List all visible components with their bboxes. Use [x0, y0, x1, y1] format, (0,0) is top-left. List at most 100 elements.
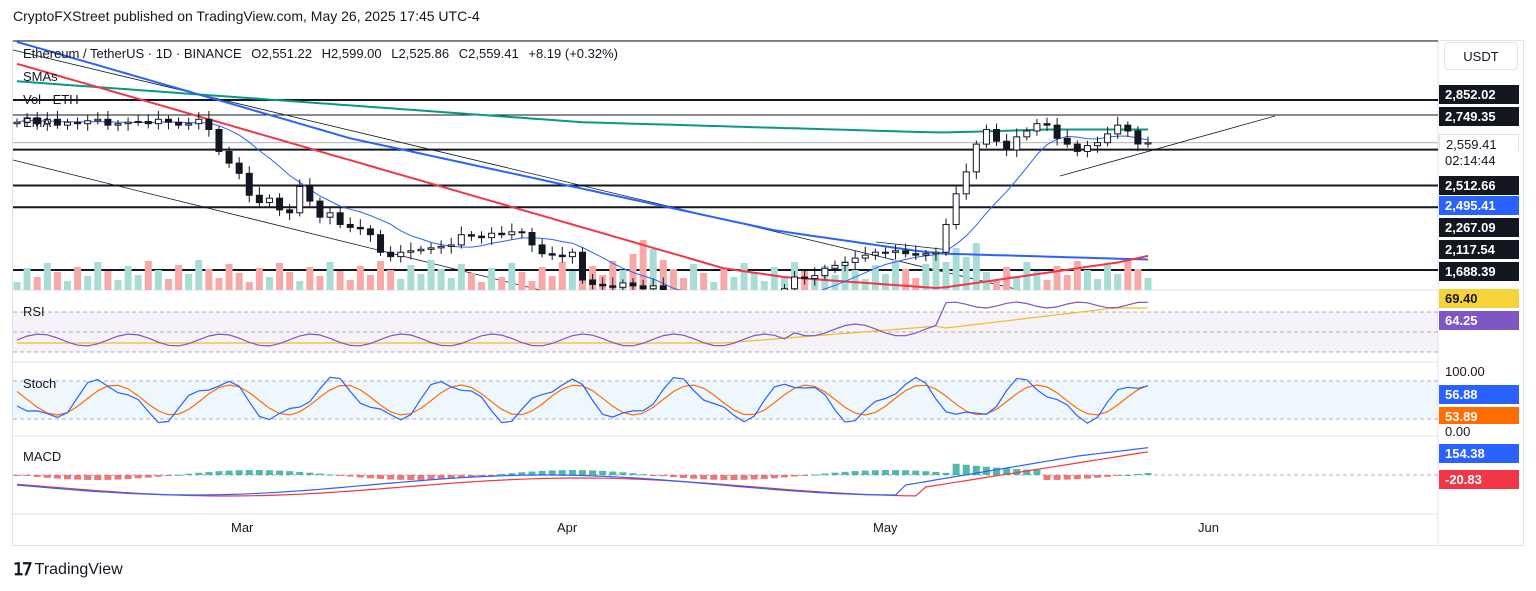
macd-histogram-bar [659, 475, 667, 477]
volume-bar [104, 271, 112, 290]
volume-bar [185, 274, 193, 290]
macd-histogram-bar [387, 475, 395, 480]
candle-up [1023, 130, 1031, 138]
volume-bar [63, 281, 71, 290]
volume-bar [1073, 261, 1081, 290]
sma-100-line [16, 40, 1149, 261]
macd-histogram-bar [1114, 475, 1122, 476]
macd-histogram-bar [265, 470, 273, 475]
macd-histogram-bar [104, 475, 112, 480]
volume-indicator-label[interactable]: Vol · ETH [23, 92, 79, 107]
candle-up [1144, 142, 1152, 145]
candle-up [780, 288, 788, 290]
volume-bar [558, 262, 566, 290]
macd-histogram-bar [740, 475, 748, 480]
stoch-indicator-label[interactable]: Stoch [23, 376, 57, 391]
macd-histogram-bar [922, 471, 930, 475]
macd-histogram-bar [993, 467, 1001, 475]
macd-histogram-bar [74, 475, 82, 480]
candle-up [195, 118, 203, 125]
candle-up [427, 247, 435, 250]
volume-bar [690, 264, 698, 290]
volume-bar [609, 261, 617, 290]
volume-bar [902, 269, 910, 290]
volume-bar [306, 267, 314, 290]
macd-histogram-bar [417, 475, 425, 480]
descending-trendline-lower [12, 159, 541, 291]
volume-bar [1104, 265, 1112, 290]
volume-bar [276, 263, 284, 290]
candle-up [1013, 136, 1021, 151]
volume-bar [356, 266, 364, 290]
macd-histogram-bar [548, 470, 556, 475]
macd-histogram-bar [1063, 475, 1071, 480]
macd-indicator-label[interactable]: MACD [23, 449, 62, 464]
macd-histogram-bar [33, 475, 41, 477]
volume-bar [154, 270, 162, 290]
volume-bar [467, 273, 475, 290]
ohlc-change: +8.19 (+0.32%) [528, 46, 618, 61]
candle-up [417, 248, 425, 252]
candle-down [548, 253, 556, 256]
macd-histogram-bar [336, 475, 344, 476]
sma-indicator-label[interactable]: SMAs [23, 69, 58, 84]
macd-histogram-bar [478, 475, 486, 477]
sma-100-tag: 2,495.41 [1439, 196, 1519, 215]
candle-up [488, 232, 496, 239]
volume-bar [114, 280, 122, 290]
candle-down [993, 129, 1001, 142]
symbol-name[interactable]: Ethereum / TetherUS · 1D · BINANCE [23, 46, 242, 61]
macd-histogram-bar [134, 475, 142, 479]
tradingview-logo[interactable]: 𝟣𝟩 TradingView [13, 560, 123, 580]
volume-bar [508, 263, 516, 290]
macd-histogram-bar [801, 475, 809, 476]
volume-bar [43, 263, 51, 290]
macd-histogram-bar [53, 475, 61, 479]
candle-up [771, 298, 777, 299]
currency-button[interactable]: USDT [1444, 42, 1518, 70]
macd-histogram-bar [63, 475, 71, 480]
macd-histogram-bar [356, 475, 364, 478]
volume-bar [1043, 280, 1051, 290]
volume-bar [538, 267, 546, 290]
macd-histogram-bar [760, 475, 768, 479]
macd-histogram-bar [568, 470, 576, 475]
volume-bar [205, 269, 213, 290]
volume-bar [255, 268, 263, 290]
candle-up [265, 197, 273, 204]
macd-histogram-bar [871, 470, 879, 475]
macd-histogram-bar [780, 475, 788, 478]
candle-down [1063, 137, 1071, 145]
candle-up [982, 129, 990, 145]
rsi-line [16, 301, 1149, 347]
volume-bar [1124, 260, 1132, 290]
candle-down [387, 251, 395, 258]
ema-indicator-label[interactable]: EMA [23, 115, 52, 130]
macd-histogram-bar [508, 473, 516, 475]
volume-bar [498, 277, 506, 290]
macd-histogram-bar [720, 475, 728, 480]
candle-down [1073, 143, 1081, 152]
volume-bar [447, 278, 455, 290]
candle-up [134, 120, 142, 123]
volume-bar [1094, 279, 1102, 290]
volume-bar [760, 281, 768, 290]
candle-down [498, 232, 506, 236]
candle-down [1003, 140, 1011, 151]
volume-bar [659, 260, 667, 290]
candle-down [599, 283, 607, 287]
rsi-indicator-label[interactable]: RSI [23, 304, 45, 319]
candle-up [185, 123, 193, 126]
candle-up [942, 223, 950, 253]
macd-histogram-bar [397, 475, 405, 480]
volume-bar [649, 249, 657, 290]
macd-histogram-bar [892, 470, 900, 475]
volume-bar [871, 265, 879, 290]
macd-histogram-bar [1144, 473, 1152, 475]
candle-up [619, 282, 627, 288]
macd-histogram-bar [962, 464, 970, 475]
candle-down [225, 150, 233, 164]
macd-histogram-bar [1104, 475, 1112, 477]
candle-down [164, 118, 172, 123]
